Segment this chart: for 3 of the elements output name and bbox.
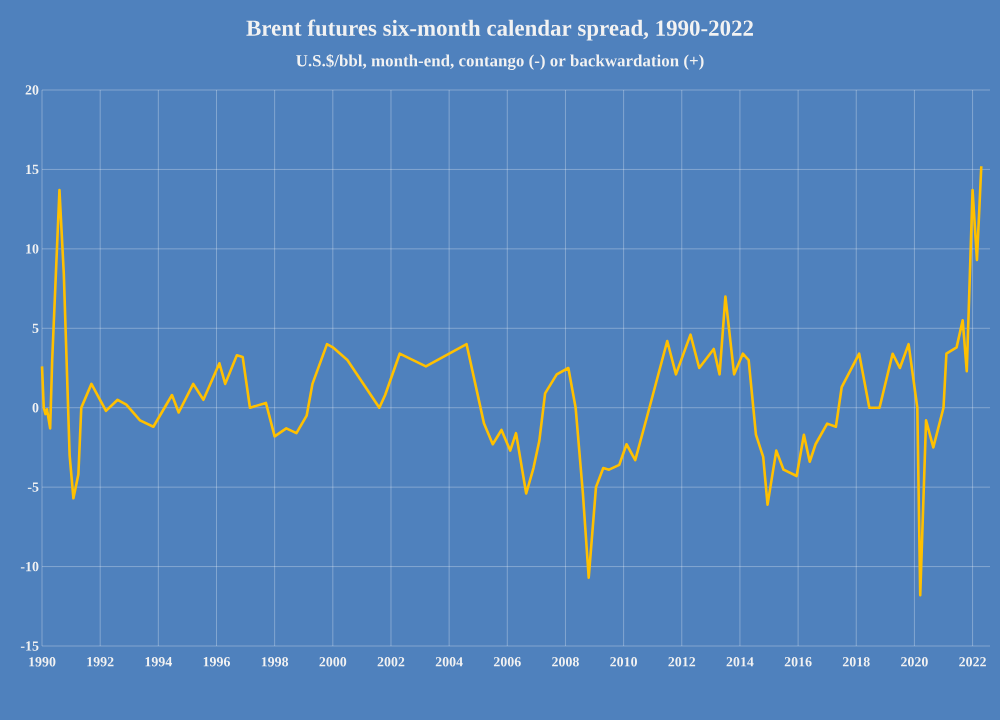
- chart-title: Brent futures six-month calendar spread, 1990-2022: [246, 19, 753, 41]
- chart-subtitle: U.S.$/bbl, month-end, contango (-) or backwardation (+): [296, 54, 704, 71]
- line-series: [40, 164, 983, 597]
